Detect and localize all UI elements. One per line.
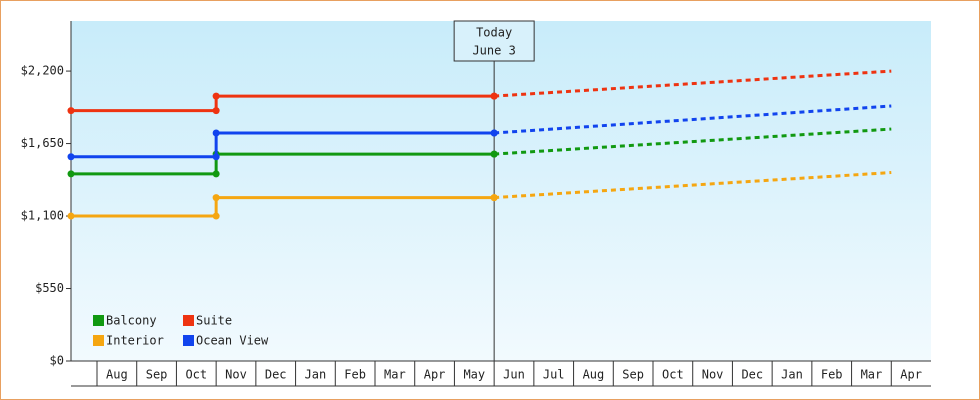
price-point (212, 92, 220, 100)
x-tick-label: Aug (106, 368, 128, 382)
x-tick-label: Jun (503, 368, 525, 382)
x-tick-label: Feb (344, 368, 366, 382)
x-tick-label: Apr (424, 368, 446, 382)
x-tick-label: Sep (622, 368, 644, 382)
x-tick-label: Jan (781, 368, 803, 382)
price-point (212, 153, 220, 161)
y-tick-label: $1,650 (21, 136, 64, 150)
price-point (212, 107, 220, 115)
price-point (67, 107, 75, 115)
legend-swatch (93, 335, 104, 346)
price-point (212, 194, 220, 202)
x-tick-label: Feb (821, 368, 843, 382)
x-tick-label: Sep (146, 368, 168, 382)
x-tick-label: Mar (384, 368, 406, 382)
y-tick-label: $550 (35, 281, 64, 295)
price-point (67, 212, 75, 220)
legend-label: Suite (196, 314, 232, 328)
legend-swatch (183, 335, 194, 346)
x-tick-label: May (463, 368, 485, 382)
x-tick-label: Apr (900, 368, 922, 382)
projection-line (494, 171, 892, 200)
projection-line (494, 127, 892, 156)
x-tick-label: Mar (861, 368, 883, 382)
price-point (212, 170, 220, 178)
plot-background (71, 21, 931, 361)
y-tick-label: $2,200 (21, 64, 64, 78)
legend-label: Ocean View (196, 334, 269, 348)
price-point (212, 212, 220, 220)
legend-swatch (183, 315, 194, 326)
projection-line (494, 69, 892, 98)
projection-line (494, 104, 892, 135)
y-tick-label: $0 (50, 354, 64, 368)
legend-label: Interior (106, 334, 164, 348)
x-tick-label: Jan (305, 368, 327, 382)
x-tick-label: Jul (543, 368, 565, 382)
x-tick-label: Aug (583, 368, 605, 382)
x-tick-label: Nov (702, 368, 724, 382)
legend-label: Balcony (106, 314, 157, 328)
x-tick-label: Dec (265, 368, 287, 382)
y-tick-label: $1,100 (21, 209, 64, 223)
price-point (67, 153, 75, 161)
price-point (212, 129, 220, 137)
today-box (453, 20, 535, 62)
today-label: Today (476, 26, 512, 40)
x-tick-label: Oct (662, 368, 684, 382)
price-point (67, 170, 75, 178)
x-tick-label: Dec (741, 368, 763, 382)
x-tick-label: Oct (185, 368, 207, 382)
legend-swatch (93, 315, 104, 326)
x-tick-label: Nov (225, 368, 247, 382)
today-label: June 3 (472, 44, 515, 58)
